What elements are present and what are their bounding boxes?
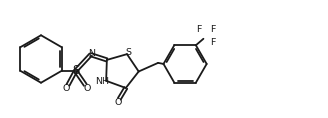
Text: O: O	[84, 84, 91, 93]
Text: NH: NH	[95, 77, 109, 86]
Text: F: F	[211, 25, 216, 34]
Text: F: F	[211, 38, 216, 46]
Text: N: N	[88, 49, 95, 58]
Text: O: O	[114, 98, 122, 107]
Text: O: O	[62, 84, 70, 93]
Text: S: S	[72, 64, 79, 77]
Text: S: S	[126, 48, 132, 57]
Text: F: F	[196, 25, 202, 34]
